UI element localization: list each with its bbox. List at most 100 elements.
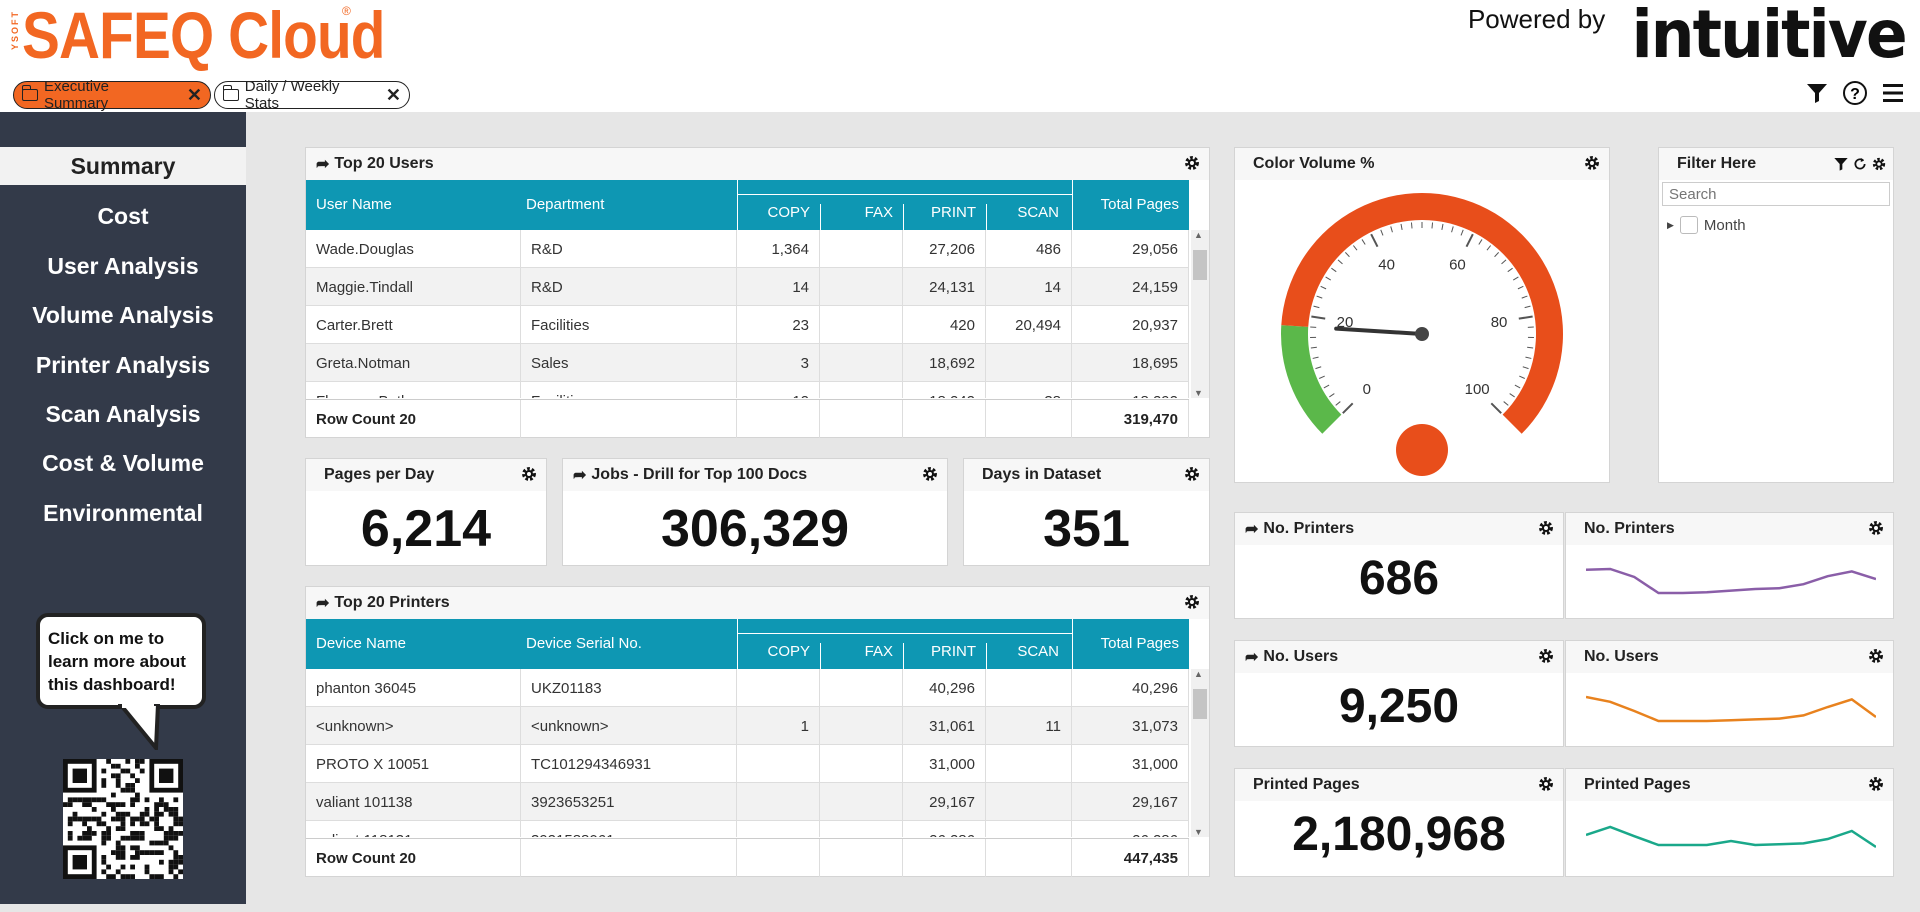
help-speech-bubble[interactable]: Click on me to learn more about this das… — [36, 613, 206, 709]
top-users-title[interactable]: ➦ Top 20 Users — [306, 148, 1209, 180]
col-user-name[interactable]: User Name — [316, 196, 392, 213]
sidebar-item-cost-volume[interactable]: Cost & Volume — [42, 449, 204, 476]
table-row[interactable]: Greta.Notman Sales 3 18,692 18,695 — [306, 344, 1189, 382]
qr-module — [96, 821, 102, 827]
sidebar-item-cost[interactable]: Cost — [97, 202, 149, 229]
gauge-tick — [1390, 226, 1393, 233]
printers-sparkline[interactable] — [1586, 561, 1876, 601]
users-sparkline[interactable] — [1586, 689, 1876, 729]
sidebar-item-volume-analysis[interactable]: Volume Analysis — [32, 301, 214, 328]
col-fax[interactable]: FAX — [820, 643, 903, 669]
gear-icon[interactable] — [1183, 154, 1201, 172]
filter-icon[interactable] — [1833, 156, 1849, 172]
table-row[interactable]: Maggie.Tindall R&D 14 24,131 14 24,159 — [306, 268, 1189, 306]
qr-code[interactable] — [63, 759, 183, 879]
cell-secondary: <unknown> — [521, 707, 737, 745]
qr-module — [63, 802, 68, 807]
gear-icon[interactable] — [921, 465, 939, 483]
gear-icon[interactable] — [1183, 593, 1201, 611]
gear-icon[interactable] — [1537, 647, 1555, 665]
table-row[interactable]: <unknown> <unknown> 1 31,061 11 31,073 — [306, 707, 1189, 745]
sidebar-item-printer-analysis[interactable]: Printer Analysis — [35, 351, 211, 378]
col-scan[interactable]: SCAN — [986, 204, 1069, 230]
qr-module — [173, 811, 179, 817]
jobs-title[interactable]: ➦ Jobs - Drill for Top 100 Docs — [563, 459, 947, 491]
printed-pages-sparkline[interactable] — [1586, 817, 1876, 857]
qr-module — [135, 831, 140, 836]
col-copy[interactable]: COPY — [767, 204, 810, 221]
close-icon[interactable]: ✕ — [385, 84, 401, 105]
filter-icon[interactable] — [1804, 80, 1830, 106]
gauge-tick — [1337, 259, 1343, 265]
no-users-title[interactable]: ➦ No. Users — [1235, 641, 1563, 673]
col-copy[interactable]: COPY — [767, 643, 810, 660]
col-print[interactable]: PRINT — [903, 643, 986, 669]
panel-title: No. Users — [1566, 641, 1893, 673]
gear-icon[interactable] — [1183, 465, 1201, 483]
table-row[interactable]: Carter.Brett Facilities 23 420 20,494 20,937 — [306, 306, 1189, 344]
cell-print: 18,242 — [903, 382, 986, 398]
tab-executive-summary[interactable]: Executive Summary ✕ — [13, 78, 211, 112]
menu-icon[interactable] — [1880, 80, 1906, 106]
col-total-pages[interactable]: Total Pages — [1100, 196, 1179, 213]
table-row[interactable]: valiant 101138 3923653251 29,167 29,167 — [306, 783, 1189, 821]
gauge-tick — [1524, 305, 1531, 309]
gauge-band-low — [1281, 325, 1342, 434]
sidebar-item-scan-analysis[interactable]: Scan Analysis — [45, 400, 201, 427]
help-icon[interactable]: ? — [1842, 80, 1868, 106]
col-fax[interactable]: FAX — [820, 204, 903, 230]
gear-icon[interactable] — [1537, 775, 1555, 793]
qr-module — [120, 850, 126, 855]
divider — [1072, 619, 1073, 669]
qr-module — [178, 859, 183, 865]
gear-icon[interactable] — [1871, 156, 1887, 172]
tree-item-month[interactable]: ▶ Month — [1667, 216, 1746, 234]
gear-icon[interactable] — [1867, 647, 1885, 665]
gauge-tick — [1521, 295, 1528, 299]
gear-icon[interactable] — [1583, 154, 1601, 172]
cell-scan — [986, 745, 1072, 783]
qr-module — [67, 802, 73, 807]
table-row[interactable]: Wade.Douglas R&D 1,364 27,206 486 29,056 — [306, 230, 1189, 268]
table-row[interactable]: phanton 36045 UKZ01183 40,296 40,296 — [306, 669, 1189, 707]
search-input[interactable] — [1662, 182, 1890, 206]
qr-module — [82, 802, 87, 807]
refresh-icon[interactable] — [1852, 156, 1868, 172]
gear-icon[interactable] — [520, 465, 538, 483]
sidebar-item-environmental[interactable]: Environmental — [43, 499, 203, 526]
col-total-pages[interactable]: Total Pages — [1100, 635, 1179, 652]
col-device-serial[interactable]: Device Serial No. — [526, 635, 642, 652]
scrollbar[interactable]: ▲ ▼ — [1191, 669, 1209, 837]
gauge-tick — [1325, 276, 1332, 281]
no-printers-title[interactable]: ➦ No. Printers — [1235, 513, 1563, 545]
gear-icon[interactable] — [1867, 775, 1885, 793]
color-volume-gauge[interactable]: 0 20 40 60 80 100 — [1235, 180, 1609, 482]
scrollbar[interactable]: ▲ ▼ — [1191, 230, 1209, 398]
top-printers-title[interactable]: ➦ Top 20 Printers — [306, 587, 1209, 619]
qr-module — [139, 831, 145, 836]
expand-icon[interactable]: ▶ — [1667, 219, 1674, 230]
qr-module — [154, 840, 159, 846]
col-device-name[interactable]: Device Name — [316, 635, 407, 652]
col-scan[interactable]: SCAN — [986, 643, 1069, 669]
panel-title: Printed Pages — [1566, 769, 1893, 801]
sidebar-item-user-analysis[interactable]: User Analysis — [47, 252, 199, 279]
qr-module — [130, 864, 135, 870]
qr-module — [130, 874, 135, 879]
col-department[interactable]: Department — [526, 196, 605, 213]
filter-actions — [1833, 156, 1887, 172]
cell-secondary: Sales — [521, 344, 737, 382]
checkbox[interactable] — [1679, 216, 1698, 234]
cell-fax — [820, 344, 903, 382]
sidebar-item-summary[interactable]: Summary — [0, 147, 246, 185]
close-icon[interactable]: ✕ — [186, 84, 202, 105]
table-row[interactable]: valiant 1181313921588061 26,286 26,286 — [306, 821, 1189, 837]
table-row[interactable]: Florence.ButlerFacilities12 18,2423818,29… — [306, 382, 1189, 398]
col-print[interactable]: PRINT — [903, 204, 986, 230]
table-row[interactable]: PROTO X 10051 TC101294346931 31,000 31,000 — [306, 745, 1189, 783]
tab-daily-weekly-stats[interactable]: Daily / Weekly Stats ✕ — [214, 78, 410, 112]
gauge-needle — [1334, 326, 1424, 336]
gear-icon[interactable] — [1537, 519, 1555, 537]
gear-icon[interactable] — [1867, 519, 1885, 537]
qr-module — [120, 835, 126, 841]
